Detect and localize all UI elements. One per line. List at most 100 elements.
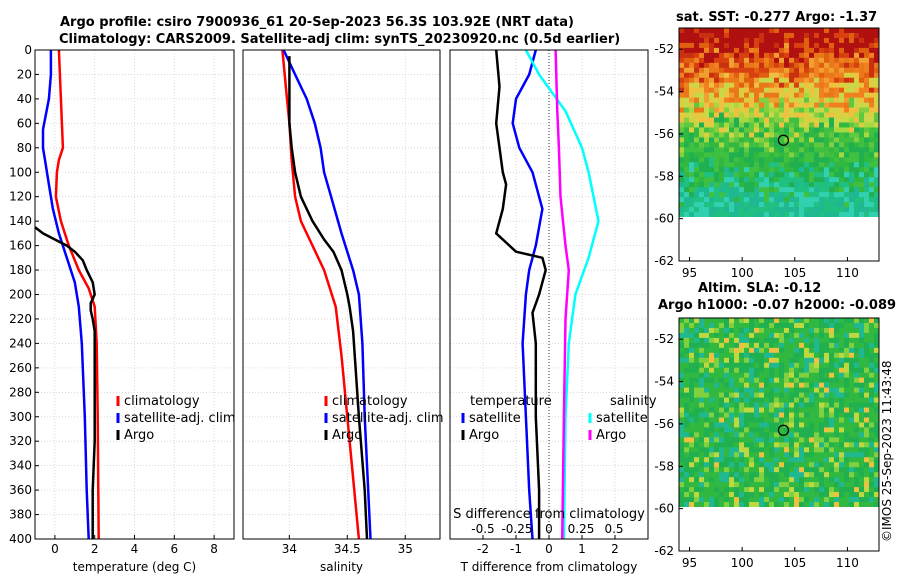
map-cell [769,372,775,379]
map-cell [739,122,745,128]
map-cell [769,92,775,99]
map-cell [869,212,875,218]
map-cell [714,47,720,54]
map-cell [859,47,865,54]
map-cell [754,47,760,54]
map-cell [679,102,685,109]
map-cell [854,467,860,473]
map-cell [874,347,880,354]
map-cell [689,57,695,64]
map-cell [794,452,800,458]
map-cell [709,47,715,54]
map-cell [824,28,830,34]
map-cell [829,102,835,109]
map-cell [689,107,695,114]
map-cell [829,162,835,168]
map-cell [814,207,820,213]
map-cell [764,327,770,334]
map-cell [709,477,715,483]
map-cell [699,157,705,163]
map-cell [804,117,810,123]
map-cell [859,142,865,148]
map-cell [814,57,820,64]
map-cell [789,477,795,483]
map-cell [699,417,705,423]
map-cell [759,342,765,349]
map-cell [769,177,775,183]
map-cell [709,462,715,468]
map-cell [779,492,785,498]
map-cell [699,87,705,94]
map-cell [839,112,845,119]
map-cell [694,382,700,389]
map-cell [684,432,690,438]
map-cell [834,352,840,359]
map-cell [834,127,840,133]
map-cell [749,377,755,384]
map-cell [834,318,840,324]
map-cell [724,62,730,69]
map-cell [814,192,820,198]
map-cell [839,62,845,69]
map-cell [789,352,795,359]
map-cell [704,32,710,39]
map-cell [774,452,780,458]
map-cell [869,482,875,488]
map-cell [769,82,775,89]
map-cell [739,137,745,143]
map-cell [779,352,785,359]
map-cell [839,447,845,453]
map-cell [699,357,705,364]
map-cell [849,28,855,34]
map-cell [699,467,705,473]
map-cell [764,437,770,443]
map-y-tick-label: -62 [654,544,674,558]
map-cell [779,182,785,188]
map-cell [839,322,845,329]
map-cell [839,477,845,483]
map-cell [864,157,870,163]
map-cell [864,107,870,114]
map-cell [829,212,835,218]
map-cell [769,112,775,119]
map-cell [719,437,725,443]
map-cell [814,342,820,349]
map-cell [824,497,830,503]
map-cell [854,97,860,104]
map-cell [719,327,725,334]
map-cell [789,377,795,384]
map-cell [794,207,800,213]
map-cell [704,162,710,168]
map-cell [729,437,735,443]
map-cell [739,432,745,438]
map-cell [764,187,770,193]
map-cell [854,477,860,483]
map-cell [724,318,730,324]
map-cell [724,377,730,384]
map-cell [769,157,775,163]
series-climatology [281,49,361,540]
map-cell [824,187,830,193]
map-cell [739,82,745,89]
map-cell [754,402,760,409]
map-cell [724,327,730,334]
map-cell [684,87,690,94]
map-cell [849,372,855,379]
map-cell [774,162,780,168]
map-cell [839,487,845,493]
map-cell [814,472,820,478]
map-cell [789,147,795,153]
map-cell [719,212,725,218]
map-cell [774,372,780,379]
map-cell [824,372,830,379]
map-cell [829,412,835,418]
map-cell [714,28,720,34]
map-cell [819,77,825,84]
map-cell [759,192,765,198]
map-cell [769,492,775,498]
map-cell [854,92,860,99]
map-cell [694,32,700,39]
map-cell [704,117,710,123]
map-cell [769,477,775,483]
map-cell [844,452,850,458]
